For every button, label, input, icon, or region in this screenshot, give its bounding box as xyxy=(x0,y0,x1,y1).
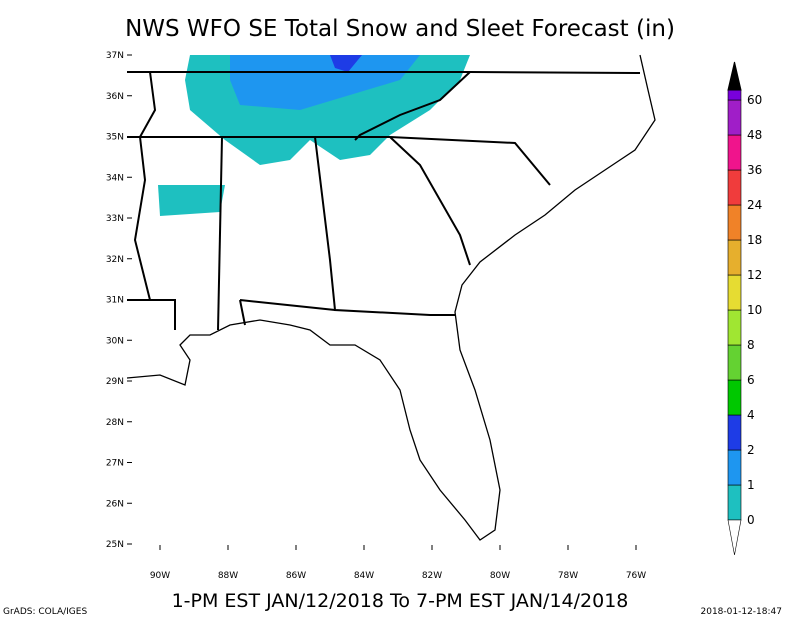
colorbar-label: 2 xyxy=(747,443,755,457)
snow-1-2 xyxy=(230,55,420,110)
lon-label: 82W xyxy=(422,571,442,581)
snow-0-1 xyxy=(158,185,225,216)
lon-label: 80W xyxy=(490,571,510,581)
colorbar-label: 8 xyxy=(747,338,755,352)
colorbar-band xyxy=(727,99,742,136)
credit: GrADS: COLA/IGES xyxy=(3,607,87,617)
lat-label: 33N xyxy=(106,214,124,224)
lat-label: 27N xyxy=(106,459,124,469)
state-border xyxy=(133,71,157,301)
state-border xyxy=(389,136,471,266)
colorbar-label: 12 xyxy=(747,268,762,282)
state-border xyxy=(354,71,471,141)
colorbar-label: 18 xyxy=(747,233,762,247)
colorbar-label: 36 xyxy=(747,163,762,177)
colorbar-label: 1 xyxy=(747,478,755,492)
lat-label: 29N xyxy=(106,377,124,387)
lat-label: 30N xyxy=(106,336,124,346)
state-border xyxy=(127,299,176,330)
colorbar-band xyxy=(727,484,742,521)
lon-label: 78W xyxy=(558,571,578,581)
title: NWS WFO SE Total Snow and Sleet Forecast… xyxy=(125,16,675,42)
axes: 37N 36N 35N 34N 33N 32N 31N 30N 29N 28N 27N 26N 25N 9… xyxy=(106,51,646,581)
lat-label: 37N xyxy=(106,51,124,61)
colorbar-top-arrow xyxy=(727,61,742,91)
lat-label: 28N xyxy=(106,418,124,428)
valid-period: 1-PM EST JAN/12/2018 To 7-PM EST JAN/14/… xyxy=(172,590,629,612)
lat-label: 31N xyxy=(106,296,124,306)
colorbar-band xyxy=(727,169,742,206)
map xyxy=(126,54,727,550)
colorbar-band xyxy=(727,204,742,241)
colorbar-band xyxy=(727,379,742,416)
colorbar-band xyxy=(727,344,742,381)
lat-label: 35N xyxy=(106,133,124,143)
state-border xyxy=(127,71,641,74)
lon-label: 90W xyxy=(150,571,170,581)
colorbar-label: 0 xyxy=(747,513,755,527)
colorbar-band xyxy=(727,89,742,101)
lat-label: 34N xyxy=(106,173,124,183)
lon-label: 86W xyxy=(286,571,306,581)
colorbar-band xyxy=(727,309,742,346)
lon-label: 84W xyxy=(354,571,374,581)
colorbar-band xyxy=(727,239,742,276)
state-border xyxy=(217,136,223,331)
lon-label: 88W xyxy=(218,571,238,581)
snow-2-4 xyxy=(330,55,362,72)
colorbar-label: 10 xyxy=(747,303,762,317)
colorbar-band xyxy=(727,414,742,451)
lat-label: 36N xyxy=(106,92,124,102)
colorbar-label: 24 xyxy=(747,198,762,212)
lon-label: 76W xyxy=(626,571,646,581)
colorbar-label: 60 xyxy=(747,93,762,107)
colorbar-band xyxy=(727,134,742,171)
lat-label: 26N xyxy=(106,499,124,509)
coastline xyxy=(126,54,656,541)
colorbar-band xyxy=(727,274,742,311)
state-border xyxy=(389,136,551,186)
lat-label: 25N xyxy=(106,540,124,550)
colorbar-label: 6 xyxy=(747,373,755,387)
colorbar-label: 48 xyxy=(747,128,762,142)
colorbar-band xyxy=(727,449,742,486)
timestamp: 2018-01-12-18:47 xyxy=(701,607,783,617)
colorbar-label: 4 xyxy=(747,408,755,422)
lat-label: 32N xyxy=(106,255,124,265)
state-border xyxy=(239,299,336,326)
colorbar-bottom-arrow xyxy=(727,519,742,556)
